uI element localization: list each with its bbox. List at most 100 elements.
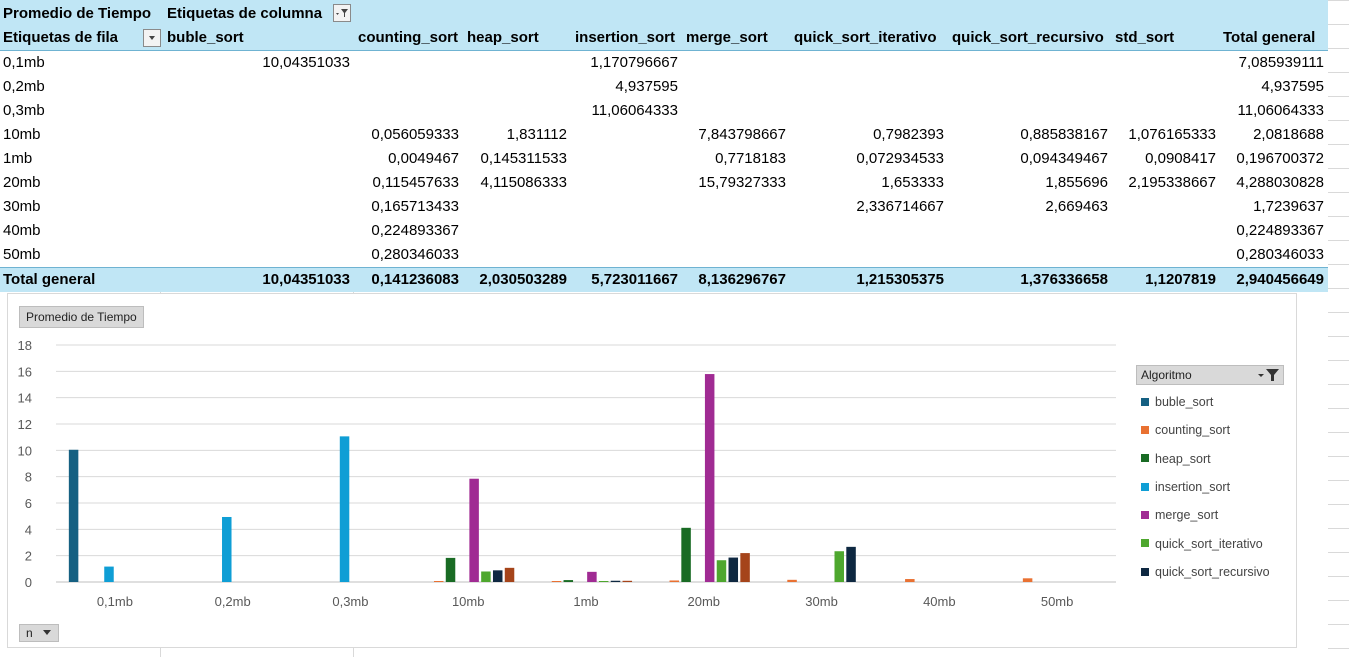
axis-field-button[interactable]: n [19, 624, 60, 642]
value-cell[interactable]: 0,224893367 [371, 222, 459, 239]
value-cell[interactable]: 0,224893367 [1236, 222, 1324, 239]
legend-item[interactable]: insertion_sort [1141, 479, 1230, 495]
bar [669, 580, 680, 582]
bar [222, 516, 232, 582]
bar [492, 570, 503, 582]
pivot-value-field[interactable]: Promedio de Tiempo [3, 5, 152, 22]
column-header[interactable]: std_sort [1115, 29, 1175, 46]
value-cell[interactable]: 8,136296767 [698, 271, 786, 288]
bar [704, 374, 715, 582]
value-cell[interactable]: 2,336714667 [856, 198, 944, 215]
legend-item[interactable]: quick_sort_iterativo [1141, 536, 1263, 552]
value-cell[interactable]: 1,653333 [881, 174, 944, 191]
value-cell[interactable]: 0,094349467 [1020, 150, 1108, 167]
row-label[interactable]: 1mb [3, 150, 33, 167]
value-cell[interactable]: 0,056059333 [371, 126, 459, 143]
value-cell[interactable]: 1,855696 [1045, 174, 1108, 191]
value-cell[interactable]: 0,072934533 [856, 150, 944, 167]
column-header[interactable]: merge_sort [686, 29, 768, 46]
value-cell[interactable]: 1,076165333 [1128, 126, 1216, 143]
pivot-row: 40mb 0,224893367 0,224893367 [0, 219, 1328, 243]
value-cell[interactable]: 4,937595 [615, 78, 678, 95]
value-cell[interactable]: 5,723011667 [591, 271, 678, 288]
row-label[interactable]: 20mb [3, 174, 41, 191]
bar [834, 551, 845, 582]
value-cell[interactable]: 1,831112 [506, 126, 567, 143]
value-cell[interactable]: 1,1207819 [1145, 271, 1216, 288]
bar [846, 546, 856, 582]
legend-item[interactable]: quick_sort_recursivo [1141, 564, 1270, 580]
bar [469, 478, 479, 582]
row-filter-button[interactable] [143, 29, 161, 47]
column-header[interactable]: buble_sort [167, 29, 244, 46]
legend-item[interactable]: merge_sort [1141, 507, 1218, 523]
column-header[interactable]: heap_sort [467, 29, 539, 46]
value-cell[interactable]: 0,145311533 [480, 150, 567, 167]
value-cell[interactable]: 11,06064333 [1237, 102, 1324, 119]
value-cell[interactable]: 1,7239637 [1253, 198, 1324, 215]
value-cell[interactable]: 0,165713433 [371, 198, 459, 215]
bar [587, 571, 597, 582]
x-tick-label: 40mb [923, 594, 956, 609]
value-cell[interactable]: 10,04351033 [262, 271, 350, 288]
value-cell[interactable]: 4,937595 [1261, 78, 1324, 95]
value-cell[interactable]: 0,7982393 [873, 126, 944, 143]
row-label[interactable]: 0,3mb [3, 102, 45, 119]
x-tick-label: 0,2mb [215, 594, 251, 609]
value-cell[interactable]: 0,280346033 [371, 246, 459, 263]
row-label[interactable]: Total general [3, 271, 96, 288]
value-cell[interactable]: 0,0049467 [388, 150, 459, 167]
value-cell[interactable]: 2,030503289 [479, 271, 567, 288]
value-cell[interactable]: 0,885838167 [1020, 126, 1108, 143]
x-tick-label: 30mb [805, 594, 838, 609]
value-cell[interactable]: 0,0908417 [1145, 150, 1216, 167]
value-cell[interactable]: 2,195338667 [1128, 174, 1216, 191]
row-label[interactable]: 30mb [3, 198, 41, 215]
filter-icon [1258, 369, 1279, 381]
legend-swatch [1141, 510, 1149, 519]
column-labels-caption[interactable]: Etiquetas de columna [167, 5, 323, 22]
value-cell[interactable]: 4,115086333 [480, 174, 567, 191]
pivot-row: 50mb 0,280346033 0,280346033 [0, 243, 1328, 267]
row-label[interactable]: 10mb [3, 126, 41, 143]
value-cell[interactable]: 2,0818688 [1253, 126, 1324, 143]
value-cell[interactable]: 0,7718183 [715, 150, 786, 167]
row-label[interactable]: 50mb [3, 246, 41, 263]
column-header[interactable]: quick_sort_recursivo [952, 29, 1104, 46]
x-tick-label: 20mb [688, 594, 721, 609]
value-cell[interactable]: 1,215305375 [856, 271, 944, 288]
value-cell[interactable]: 7,843798667 [698, 126, 786, 143]
value-cell[interactable]: 4,288030828 [1236, 174, 1324, 191]
legend-item[interactable]: heap_sort [1141, 451, 1211, 467]
row-label[interactable]: 40mb [3, 222, 41, 239]
column-header[interactable]: quick_sort_iterativo [794, 29, 937, 46]
legend-item[interactable]: buble_sort [1141, 394, 1213, 410]
value-cell[interactable]: 0,141236083 [371, 271, 459, 288]
column-header[interactable]: insertion_sort [575, 29, 676, 46]
legend-filter-button[interactable]: Algoritmo [1136, 365, 1284, 385]
column-filter-button[interactable] [333, 4, 351, 22]
legend-item[interactable]: counting_sort [1141, 422, 1230, 438]
value-cell[interactable]: 2,940456649 [1236, 271, 1324, 288]
value-cell[interactable]: 0,196700372 [1236, 150, 1324, 167]
value-cell[interactable]: 15,79327333 [698, 174, 786, 191]
bar [787, 579, 797, 582]
row-label[interactable]: 0,1mb [3, 54, 45, 71]
value-cell[interactable]: 2,669463 [1045, 198, 1108, 215]
value-cell[interactable]: 0,115457633 [372, 174, 459, 191]
row-label[interactable]: 0,2mb [3, 78, 45, 95]
value-cell[interactable]: 11,06064333 [591, 102, 678, 119]
bar [339, 436, 350, 582]
chart-value-field-button[interactable]: Promedio de Tiempo [19, 306, 144, 328]
pivot-chart[interactable]: Promedio de Tiempo 0 2 4 6 8 10 12 14 16 18 0,1mb 0… [7, 293, 1297, 648]
value-cell[interactable]: 1,170796667 [590, 54, 678, 71]
legend-label: quick_sort_recursivo [1155, 564, 1270, 579]
column-header[interactable]: Total general [1223, 29, 1316, 46]
value-cell[interactable]: 0,280346033 [1236, 246, 1324, 263]
row-labels-caption[interactable]: Etiquetas de fila [3, 29, 119, 46]
value-cell[interactable]: 7,085939111 [1238, 54, 1324, 71]
value-cell[interactable]: 1,376336658 [1020, 271, 1108, 288]
value-cell[interactable]: 10,04351033 [262, 54, 350, 71]
column-header[interactable]: counting_sort [358, 29, 458, 46]
bar [433, 581, 444, 582]
